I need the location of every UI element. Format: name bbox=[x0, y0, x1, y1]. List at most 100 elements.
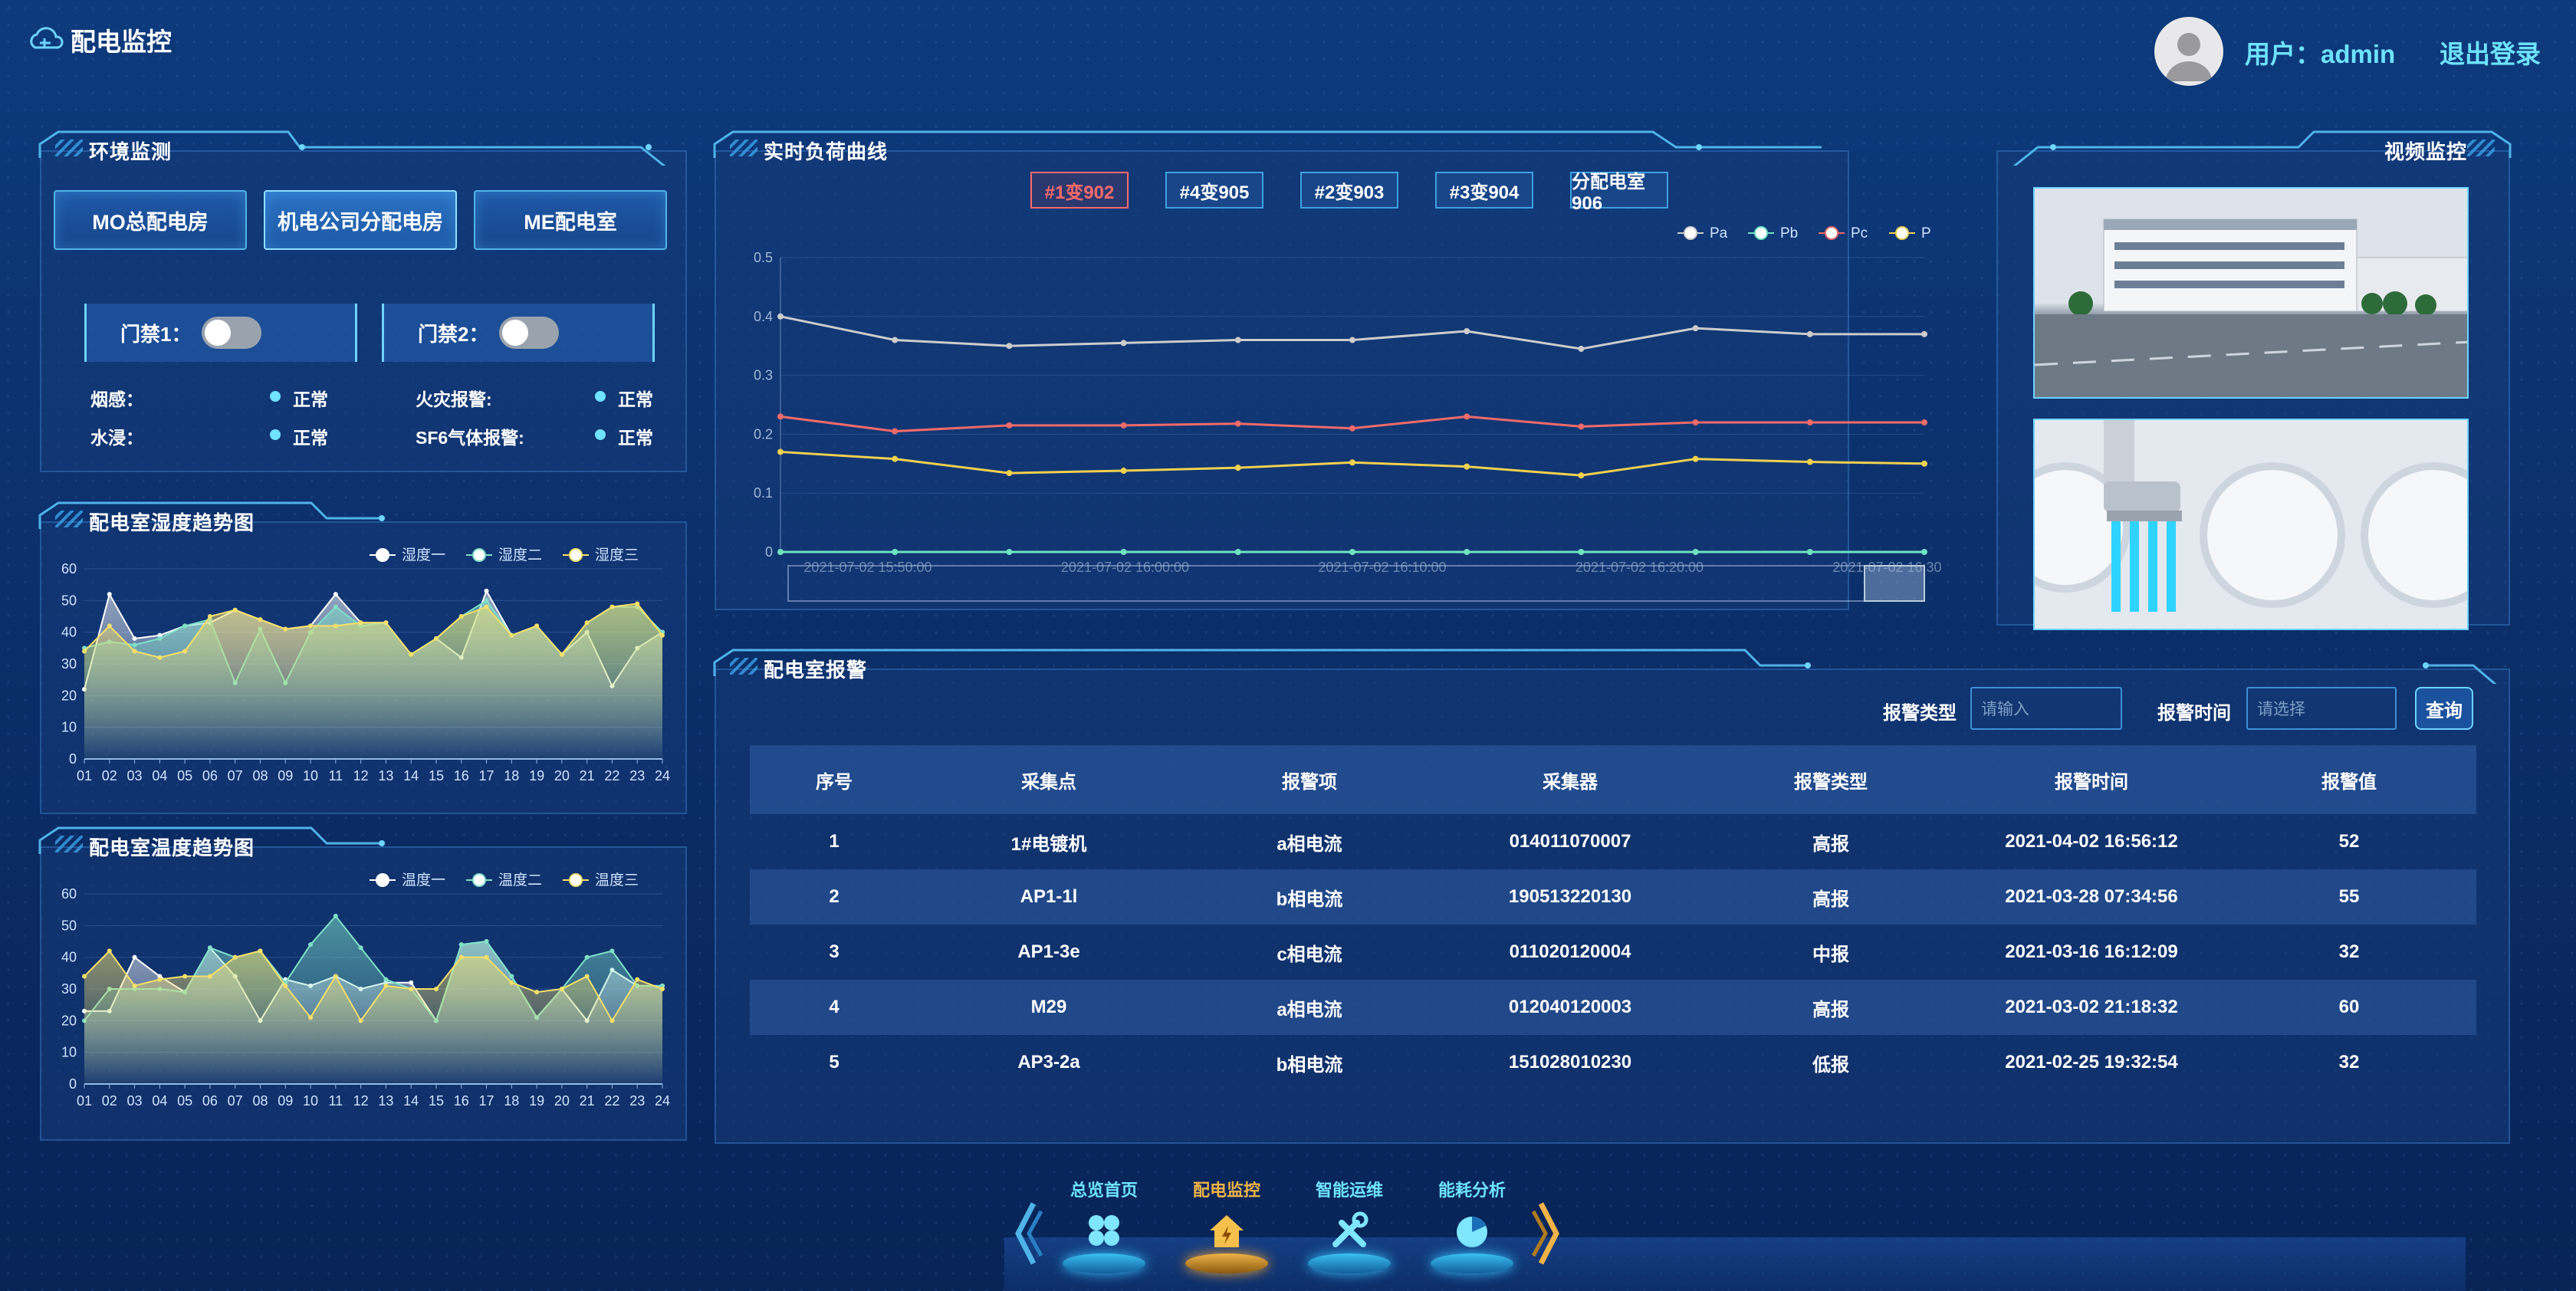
temperature-xtick-label: 07 bbox=[228, 1093, 243, 1109]
load-xtick-label: 2021-07-02 16:30:00 bbox=[1832, 560, 1941, 575]
cell-time: 2021-03-16 16:12:09 bbox=[2005, 941, 2178, 962]
load-point bbox=[1349, 459, 1355, 466]
feeder-tab-4[interactable]: #4变905 bbox=[1165, 172, 1263, 209]
cell-collector: 012040120003 bbox=[1440, 980, 1700, 1035]
table-row[interactable]: 5 AP3-2a b相电流 151028010230 低报 2021-02-25 19:3… bbox=[750, 1035, 2476, 1090]
door1-label: 门禁1： bbox=[120, 322, 192, 346]
humidity-point bbox=[207, 614, 212, 619]
load-ytick-label: 0.4 bbox=[754, 309, 773, 324]
load-point bbox=[1578, 549, 1585, 555]
alarm-type-input[interactable]: 请输入 bbox=[1970, 687, 2122, 730]
humidity-legend-marker bbox=[569, 548, 583, 562]
video-feed-exterior[interactable] bbox=[2033, 187, 2469, 399]
temperature-point bbox=[207, 945, 212, 951]
door2-toggle[interactable] bbox=[499, 317, 560, 349]
load-point bbox=[1006, 549, 1013, 555]
home-power-icon bbox=[1210, 1215, 1244, 1247]
load-legend-label: P bbox=[1921, 225, 1931, 241]
load-ytick-label: 0.5 bbox=[754, 250, 773, 265]
humidity-xtick-label: 02 bbox=[102, 768, 117, 783]
load-ytick-label: 0 bbox=[765, 544, 773, 560]
temperature-legend-marker bbox=[569, 873, 583, 887]
nav-energy[interactable]: 能耗分析 bbox=[1426, 1177, 1518, 1276]
temperature-point bbox=[132, 954, 137, 960]
tab-me-room[interactable]: ME配电室 bbox=[474, 190, 667, 250]
table-row[interactable]: 4 M29 a相电流 012040120003 高报 2021-03-02 21:18:3… bbox=[750, 980, 2476, 1035]
temperature-xtick-label: 02 bbox=[102, 1093, 117, 1109]
temperature-point bbox=[660, 987, 665, 991]
humidity-xtick-label: 20 bbox=[554, 768, 570, 783]
cell-index: 1 bbox=[829, 831, 840, 852]
video-feed-interior[interactable] bbox=[2033, 419, 2469, 630]
humidity-legend-marker bbox=[472, 548, 486, 562]
humidity-xtick-label: 22 bbox=[604, 768, 619, 783]
query-button[interactable]: 查询 bbox=[2415, 687, 2473, 730]
nav-overview[interactable]: 总览首页 bbox=[1058, 1177, 1150, 1276]
temperature-point bbox=[333, 913, 338, 918]
humidity-point bbox=[107, 592, 112, 597]
temperature-xtick-label: 24 bbox=[655, 1093, 670, 1109]
feeder-tab-2[interactable]: #2变903 bbox=[1300, 172, 1398, 209]
load-ytick-label: 0.1 bbox=[754, 485, 773, 501]
humidity-point bbox=[182, 649, 188, 654]
nav-prev-arrow-icon[interactable] bbox=[1010, 1199, 1044, 1268]
load-point bbox=[1578, 472, 1585, 479]
feeder-tab-1[interactable]: #1变902 bbox=[1030, 172, 1129, 209]
door1-toggle[interactable] bbox=[202, 317, 262, 349]
cell-collector: 011020120004 bbox=[1509, 941, 1631, 962]
humidity-point bbox=[333, 604, 338, 609]
load-point bbox=[1234, 420, 1241, 427]
humidity-point bbox=[82, 649, 87, 654]
cell-item: a相电流 bbox=[1179, 980, 1440, 1035]
fire-status-dot bbox=[595, 391, 606, 402]
feeder-tab-3[interactable]: #3变904 bbox=[1435, 172, 1533, 209]
nav-next-arrow-icon[interactable] bbox=[1530, 1199, 1564, 1268]
load-point bbox=[1120, 340, 1127, 347]
load-point bbox=[1578, 346, 1585, 353]
humidity-point bbox=[584, 620, 590, 626]
temperature-xtick-label: 08 bbox=[252, 1093, 268, 1109]
temperature-point bbox=[333, 974, 338, 979]
load-legend-marker bbox=[1754, 226, 1768, 240]
cell-type: 中报 bbox=[1812, 944, 1849, 965]
load-point bbox=[1120, 468, 1127, 475]
load-point bbox=[1006, 422, 1013, 429]
temperature-xtick-label: 18 bbox=[504, 1093, 519, 1109]
tab-mo-main[interactable]: MO总配电房 bbox=[54, 190, 247, 250]
logout-button[interactable]: 退出登录 bbox=[2440, 40, 2541, 68]
table-row[interactable]: 1 1#电镀机 a相电流 014011070007 高报 2021-04-02 16:56… bbox=[750, 814, 2476, 869]
load-zoom-handle bbox=[1864, 565, 1925, 602]
humidity-point bbox=[283, 626, 288, 632]
temperature-point bbox=[610, 948, 615, 954]
humidity-ytick-label: 10 bbox=[61, 720, 77, 735]
table-row[interactable]: 2 AP1-1l b相电流 190513220130 高报 2021-03-28 07:3… bbox=[750, 869, 2476, 925]
table-row[interactable]: 3 AP1-3e c相电流 011020120004 中报 2021-03-16 16:1… bbox=[750, 925, 2476, 980]
load-point bbox=[892, 337, 899, 343]
temperature-point bbox=[610, 1018, 615, 1023]
load-series-line-Pa bbox=[780, 315, 1924, 350]
alarm-time-picker[interactable]: 请选择 bbox=[2246, 687, 2397, 730]
door2-control: 门禁2： bbox=[382, 304, 655, 362]
nav-maintenance[interactable]: 智能运维 bbox=[1303, 1177, 1395, 1276]
video-title: 视频监控 bbox=[2384, 140, 2468, 163]
avatar[interactable] bbox=[2154, 17, 2223, 86]
load-chart: 0 0.1 0.2 0.3 0.4 0.5 2021-07-02 15:50:00 2021-… bbox=[754, 225, 1941, 602]
humidity-point bbox=[107, 623, 112, 629]
smoke-label: 烟感： bbox=[90, 389, 143, 409]
humidity-series-line-3 bbox=[84, 603, 663, 659]
load-panel-frame bbox=[713, 130, 1822, 158]
feeder-tab-906[interactable]: 分配电室906 bbox=[1570, 172, 1668, 214]
load-point bbox=[1692, 549, 1699, 555]
tab-electromech[interactable]: 机电公司分配电房 bbox=[264, 190, 457, 250]
humidity-xtick-label: 18 bbox=[504, 768, 519, 783]
humidity-legend-label: 湿度二 bbox=[498, 547, 542, 563]
load-point bbox=[1578, 423, 1585, 430]
humidity-ytick-label: 40 bbox=[61, 625, 77, 640]
nav-distribution[interactable]: 配电监控 bbox=[1181, 1177, 1273, 1276]
nav-distribution-platform bbox=[1185, 1253, 1268, 1273]
humidity-point bbox=[132, 649, 137, 654]
load-title-deco bbox=[730, 140, 757, 156]
temperature-point bbox=[383, 977, 389, 982]
load-point bbox=[1806, 330, 1813, 337]
cell-point: 1#电镀机 bbox=[1010, 833, 1087, 855]
